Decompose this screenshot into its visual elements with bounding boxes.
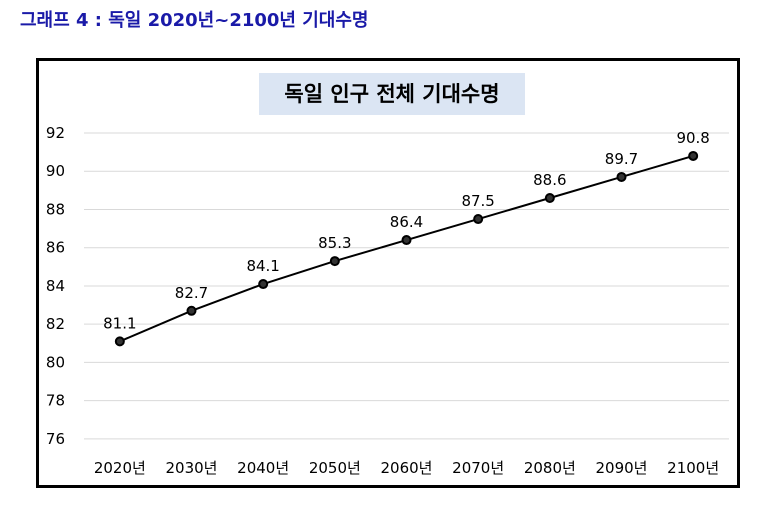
figure-caption: 그래프 4 : 독일 2020년~2100년 기대수명 bbox=[20, 10, 369, 31]
data-label: 81.1 bbox=[103, 314, 136, 332]
x-tick-label: 2040년 bbox=[237, 459, 289, 477]
y-tick-label: 88 bbox=[46, 200, 65, 218]
data-point bbox=[688, 150, 699, 161]
chart-frame: 독일 인구 전체 기대수명 76 78 80 82 84 86 88 90 92 2020년 20… bbox=[36, 58, 740, 488]
y-tick-label: 80 bbox=[46, 353, 65, 371]
y-tick-label: 76 bbox=[46, 430, 65, 448]
x-tick-label: 2070년 bbox=[452, 459, 504, 477]
x-tick-label: 2080년 bbox=[524, 459, 576, 477]
x-tick-label: 2050년 bbox=[309, 459, 361, 477]
data-point bbox=[401, 235, 412, 246]
data-point bbox=[114, 336, 125, 347]
y-tick-label: 90 bbox=[46, 162, 65, 180]
data-point bbox=[544, 193, 555, 203]
data-point bbox=[258, 279, 269, 290]
x-tick-label: 2020년 bbox=[94, 459, 146, 477]
data-point bbox=[329, 256, 340, 267]
data-label: 86.4 bbox=[390, 213, 423, 231]
y-tick-label: 82 bbox=[46, 315, 65, 333]
data-label: 84.1 bbox=[246, 257, 279, 275]
data-point bbox=[186, 305, 197, 316]
x-tick-label: 2090년 bbox=[596, 459, 648, 477]
x-tick-label: 2060년 bbox=[381, 459, 433, 477]
line-chart: 76 78 80 82 84 86 88 90 92 2020년 2030년 2040년 2050년 2… bbox=[46, 124, 729, 477]
data-label: 85.3 bbox=[318, 234, 351, 252]
data-label: 87.5 bbox=[461, 192, 494, 210]
data-label: 89.7 bbox=[605, 150, 638, 168]
x-tick-label: 2030년 bbox=[166, 459, 218, 477]
data-point bbox=[473, 214, 484, 225]
y-tick-label: 78 bbox=[46, 392, 65, 410]
data-label: 82.7 bbox=[175, 284, 208, 302]
x-tick-label: 2100년 bbox=[667, 459, 719, 477]
y-tick-label: 84 bbox=[46, 277, 65, 295]
data-point bbox=[616, 171, 627, 182]
chart-title: 독일 인구 전체 기대수명 bbox=[259, 73, 525, 115]
data-label: 90.8 bbox=[676, 129, 709, 147]
data-label: 88.6 bbox=[533, 171, 566, 189]
y-tick-label: 92 bbox=[46, 124, 65, 142]
series-line bbox=[119, 154, 694, 343]
y-tick-label: 86 bbox=[46, 239, 65, 257]
